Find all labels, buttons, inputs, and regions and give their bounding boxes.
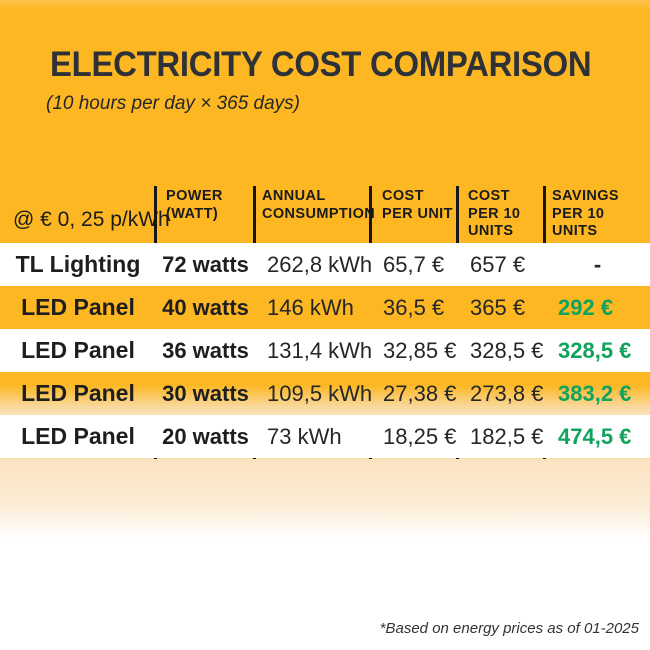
rate-assumption-label: @ € 0, 25 p/kWh	[13, 208, 170, 231]
table-row: LED Panel 36 watts 131,4 kWh 32,85 € 328…	[0, 329, 650, 372]
savings-value: 292 €	[558, 294, 614, 320]
footnote: *Based on energy prices as of 01-2025	[379, 620, 639, 637]
power-value: 36 watts	[162, 337, 249, 363]
cost-per-10-units-value: 365 €	[470, 294, 526, 320]
power-value: 20 watts	[162, 423, 249, 449]
power-value: 72 watts	[162, 251, 249, 277]
product-name: LED Panel	[21, 423, 135, 449]
column-header-power: POWER (WATT)	[166, 188, 223, 222]
cost-per-unit-value: 32,85 €	[383, 337, 457, 363]
table-body: TL Lighting 72 watts 262,8 kWh 65,7 € 65…	[0, 243, 650, 458]
savings-value: 474,5 €	[558, 423, 632, 449]
power-value: 30 watts	[162, 380, 249, 406]
cost-per-unit-value: 27,38 €	[383, 380, 457, 406]
savings-value: 383,2 €	[558, 380, 632, 406]
annual-consumption-value: 109,5 kWh	[267, 380, 373, 406]
page-title: ELECTRICITY COST COMPARISON	[50, 45, 592, 84]
cost-per-unit-value: 65,7 €	[383, 251, 445, 277]
product-name: LED Panel	[21, 294, 135, 320]
table-row: LED Panel 30 watts 109,5 kWh 27,38 € 273…	[0, 372, 650, 415]
product-name: LED Panel	[21, 380, 135, 406]
cost-per-10-units-value: 273,8 €	[470, 380, 544, 406]
cost-per-10-units-value: 182,5 €	[470, 423, 544, 449]
page-subtitle: (10 hours per day × 365 days)	[46, 93, 301, 114]
table-row: TL Lighting 72 watts 262,8 kWh 65,7 € 65…	[0, 243, 650, 286]
annual-consumption-value: 131,4 kWh	[267, 337, 373, 363]
table-row: LED Panel 20 watts 73 kWh 18,25 € 182,5 …	[0, 415, 650, 458]
annual-consumption-value: 73 kWh	[267, 423, 342, 449]
cost-per-10-units-value: 328,5 €	[470, 337, 544, 363]
product-name: TL Lighting	[15, 251, 141, 277]
column-header-cost-per-unit: COST PER UNIT	[382, 188, 453, 222]
savings-value: 328,5 €	[558, 337, 632, 363]
product-name: LED Panel	[21, 337, 135, 363]
annual-consumption-value: 146 kWh	[267, 294, 354, 320]
cost-per-unit-value: 18,25 €	[383, 423, 457, 449]
power-value: 40 watts	[162, 294, 249, 320]
column-header-savings-per-10-units: SAVINGS PER 10 UNITS	[552, 188, 619, 239]
column-header-annual-consumption: ANNUAL CONSUMPTION	[262, 188, 376, 222]
table-row: LED Panel 40 watts 146 kWh 36,5 € 365 € …	[0, 286, 650, 329]
column-header-cost-per-10-units: COST PER 10 UNITS	[468, 188, 521, 239]
cost-per-10-units-value: 657 €	[470, 251, 526, 277]
savings-value: -	[593, 251, 602, 277]
annual-consumption-value: 262,8 kWh	[267, 251, 373, 277]
cost-per-unit-value: 36,5 €	[383, 294, 445, 320]
